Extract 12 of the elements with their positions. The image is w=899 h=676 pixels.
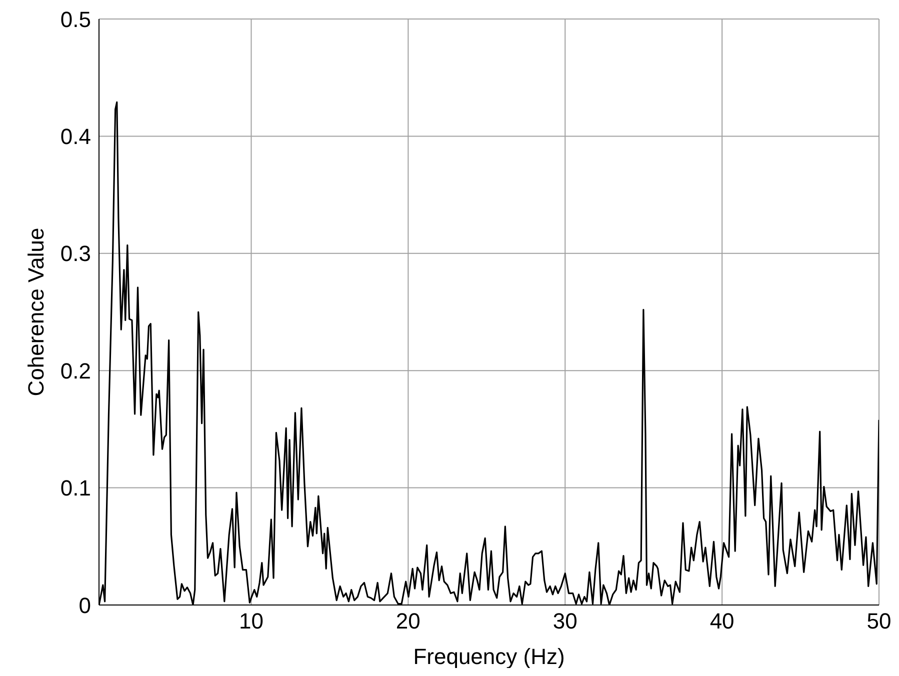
y-tick-label: 0.1 — [60, 476, 91, 501]
y-tick-label: 0.5 — [60, 6, 91, 32]
x-tick-label: 30 — [552, 608, 578, 634]
y-tick-label: 0.4 — [60, 124, 91, 150]
y-tick-label: 0.2 — [60, 358, 91, 384]
x-tick-label: 40 — [710, 608, 734, 634]
x-tick-label: 10 — [238, 608, 264, 634]
y-tick-label: 0.3 — [60, 241, 91, 266]
x-tick-label: 20 — [396, 608, 420, 634]
y-tick-label: 0 — [78, 592, 91, 618]
x-tick-label: 50 — [866, 608, 892, 634]
y-axis-title: Coherence Value — [24, 228, 48, 396]
